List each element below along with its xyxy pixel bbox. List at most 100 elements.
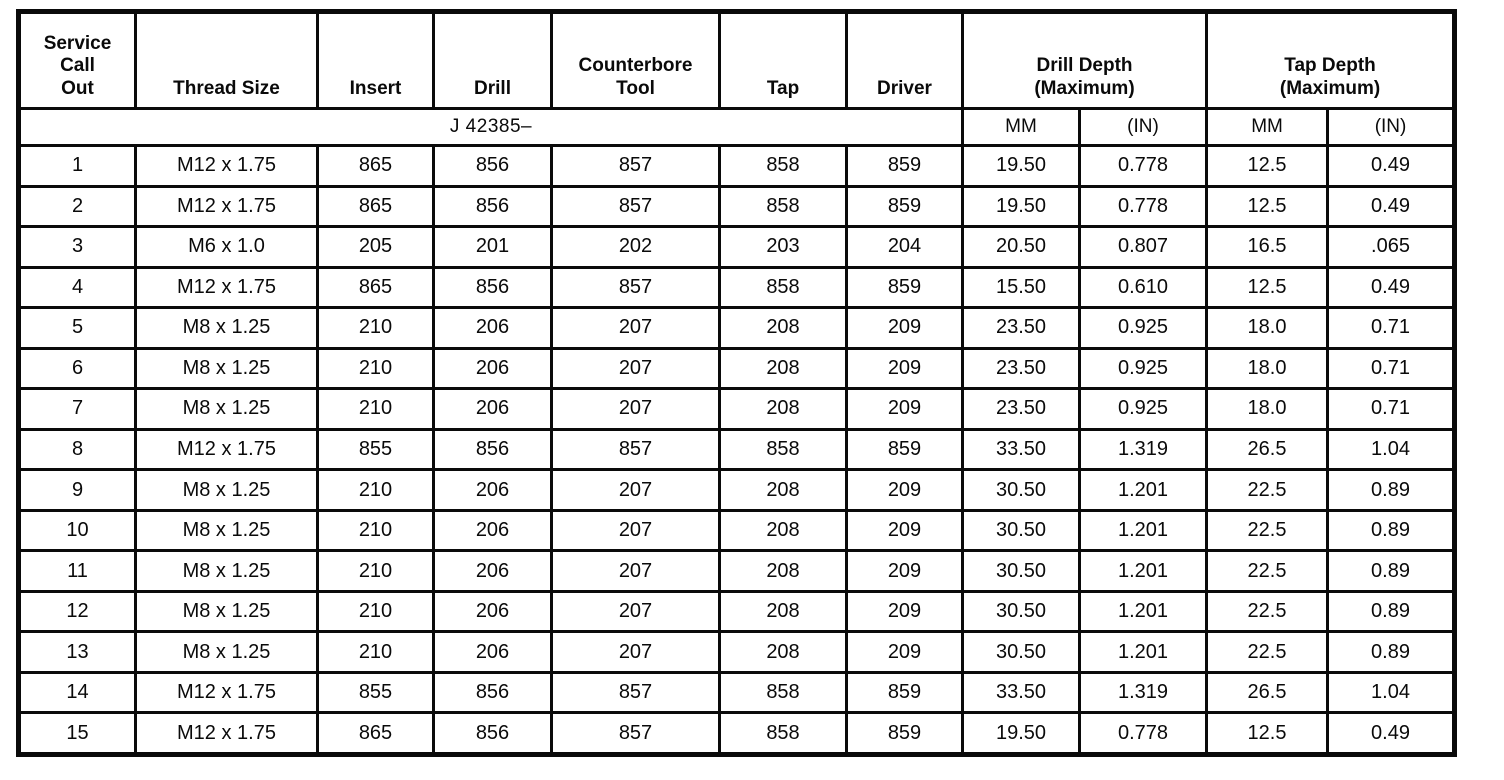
table-cell-r9-c11: 0.89 bbox=[1326, 468, 1457, 512]
subheader-drill-depth-mm: MM bbox=[961, 107, 1081, 147]
table-cell-r7-c3: 210 bbox=[316, 387, 435, 431]
col-header-drill: Drill bbox=[432, 10, 553, 110]
table-cell-r10-c3: 210 bbox=[316, 508, 435, 553]
table-cell-r15-c6: 858 bbox=[718, 711, 848, 756]
thread-insert-tool-table: Service Call Out Thread Size Insert Dril… bbox=[16, 9, 1458, 757]
table-cell-r5-c7: 209 bbox=[845, 306, 964, 350]
table-cell-r14-c3: 855 bbox=[316, 670, 435, 715]
table-cell-r13-c6: 208 bbox=[718, 630, 848, 674]
table-cell-r7-c10: 18.0 bbox=[1205, 387, 1330, 431]
table-cell-r14-c7: 859 bbox=[845, 670, 964, 715]
table-cell-r9-c7: 209 bbox=[845, 468, 964, 512]
table-cell-r8-c8: 33.50 bbox=[961, 427, 1081, 472]
table-row: 3 M6 x 1.0 205 201 202 203 204 20.50 0.807 16.5.0… bbox=[17, 225, 1457, 269]
table-cell-r6-c10: 18.0 bbox=[1205, 346, 1330, 391]
table-cell-r14-c2: M12 x 1.75 bbox=[134, 670, 319, 715]
table-row: 2 M12 x 1.75 865 856 857 858 859 19.50 0.778 12.5… bbox=[17, 184, 1457, 229]
table-cell-r11-c7: 209 bbox=[845, 549, 964, 593]
table-cell-r1-c5: 857 bbox=[550, 144, 721, 188]
table-row: 10 M8 x 1.25 210 206 207 208 209 30.50 1.201 22.5… bbox=[17, 508, 1457, 553]
table-row: 12 M8 x 1.25 210 206 207 208 209 30.50 1.201 22.5… bbox=[17, 589, 1457, 634]
table-cell-r15-c11: 0.49 bbox=[1326, 711, 1457, 756]
table-cell-r4-c7: 859 bbox=[845, 265, 964, 310]
table-cell-r15-c8: 19.50 bbox=[961, 711, 1081, 756]
col-header-thread-size: Thread Size bbox=[134, 10, 319, 110]
table-cell-r14-c1: 14 bbox=[17, 670, 137, 715]
table-cell-r14-c6: 858 bbox=[718, 670, 848, 715]
table-cell-r11-c2: M8 x 1.25 bbox=[134, 549, 319, 593]
table-cell-r10-c6: 208 bbox=[718, 508, 848, 553]
table-cell-r14-c9: 1.319 bbox=[1077, 670, 1209, 715]
table-cell-r13-c11: 0.89 bbox=[1326, 630, 1457, 674]
table-cell-r7-c7: 209 bbox=[845, 387, 964, 431]
table-cell-r12-c7: 209 bbox=[845, 589, 964, 634]
table-cell-r13-c1: 13 bbox=[17, 630, 137, 674]
table-cell-r12-c10: 22.5 bbox=[1205, 589, 1330, 634]
table-cell-r5-c4: 206 bbox=[432, 306, 553, 350]
table-cell-r2-c6: 858 bbox=[718, 184, 848, 229]
table-cell-r13-c5: 207 bbox=[550, 630, 721, 674]
table-cell-r9-c5: 207 bbox=[550, 468, 721, 512]
table-cell-r14-c10: 26.5 bbox=[1205, 670, 1330, 715]
table-cell-r11-c1: 11 bbox=[17, 549, 137, 593]
table-cell-r1-c6: 858 bbox=[718, 144, 848, 188]
table-cell-r12-c1: 12 bbox=[17, 589, 137, 634]
table-cell-r4-c1: 4 bbox=[17, 265, 137, 310]
table-cell-r8-c9: 1.319 bbox=[1077, 427, 1209, 472]
table-cell-r12-c4: 206 bbox=[432, 589, 553, 634]
table-cell-r8-c11: 1.04 bbox=[1326, 427, 1457, 472]
table-cell-r2-c9: 0.778 bbox=[1077, 184, 1209, 229]
table-cell-r15-c10: 12.5 bbox=[1205, 711, 1330, 756]
col-header-tap-depth-maximum: Tap Depth (Maximum) bbox=[1205, 10, 1457, 110]
table-cell-r11-c8: 30.50 bbox=[961, 549, 1081, 593]
table-cell-r5-c3: 210 bbox=[316, 306, 435, 350]
table-cell-r6-c2: M8 x 1.25 bbox=[134, 346, 319, 391]
table-row: 6 M8 x 1.25 210 206 207 208 209 23.50 0.925 18.0 0… bbox=[17, 346, 1457, 391]
table-cell-r1-c1: 1 bbox=[17, 144, 137, 188]
table-row: 15 M12 x 1.75 865 856 857 858 859 19.50 0.778 12.… bbox=[17, 711, 1457, 756]
table-body: 1 M12 x 1.75 865 856 857 858 859 19.50 0.778 12.5… bbox=[17, 144, 1457, 756]
table-cell-r11-c3: 210 bbox=[316, 549, 435, 593]
table-cell-r8-c4: 856 bbox=[432, 427, 553, 472]
table-cell-r1-c4: 856 bbox=[432, 144, 553, 188]
table-cell-r9-c8: 30.50 bbox=[961, 468, 1081, 512]
table-cell-r3-c11: .065 bbox=[1326, 225, 1457, 269]
table-cell-r13-c9: 1.201 bbox=[1077, 630, 1209, 674]
table-cell-r10-c4: 206 bbox=[432, 508, 553, 553]
table-cell-r5-c2: M8 x 1.25 bbox=[134, 306, 319, 350]
table-cell-r5-c6: 208 bbox=[718, 306, 848, 350]
table-cell-r5-c5: 207 bbox=[550, 306, 721, 350]
table-cell-r7-c8: 23.50 bbox=[961, 387, 1081, 431]
table-cell-r15-c3: 865 bbox=[316, 711, 435, 756]
table-cell-r1-c2: M12 x 1.75 bbox=[134, 144, 319, 188]
table-cell-r2-c2: M12 x 1.75 bbox=[134, 184, 319, 229]
table-cell-r12-c9: 1.201 bbox=[1077, 589, 1209, 634]
table-cell-r11-c11: 0.89 bbox=[1326, 549, 1457, 593]
table-cell-r4-c10: 12.5 bbox=[1205, 265, 1330, 310]
table-cell-r1-c10: 12.5 bbox=[1205, 144, 1330, 188]
table-cell-r6-c3: 210 bbox=[316, 346, 435, 391]
table-row: 9 M8 x 1.25 210 206 207 208 209 30.50 1.201 22.5 0… bbox=[17, 468, 1457, 512]
table-cell-r2-c4: 856 bbox=[432, 184, 553, 229]
table-cell-r4-c5: 857 bbox=[550, 265, 721, 310]
col-header-drill-depth-maximum: Drill Depth (Maximum) bbox=[960, 10, 1209, 110]
table-cell-r11-c6: 208 bbox=[718, 549, 848, 593]
table-cell-r12-c3: 210 bbox=[316, 589, 435, 634]
table-cell-r3-c4: 201 bbox=[432, 225, 553, 269]
table-cell-r8-c10: 26.5 bbox=[1205, 427, 1330, 472]
table-row: 13 M8 x 1.25 210 206 207 208 209 30.50 1.201 22.5… bbox=[17, 630, 1457, 674]
table-cell-r7-c1: 7 bbox=[17, 387, 137, 431]
table-cell-r11-c9: 1.201 bbox=[1077, 549, 1209, 593]
table-cell-r7-c11: 0.71 bbox=[1326, 387, 1457, 431]
table-cell-r3-c7: 204 bbox=[845, 225, 964, 269]
table-cell-r6-c1: 6 bbox=[17, 346, 137, 391]
table-cell-r6-c9: 0.925 bbox=[1077, 346, 1209, 391]
table-cell-r3-c9: 0.807 bbox=[1077, 225, 1209, 269]
table-cell-r7-c4: 206 bbox=[432, 387, 553, 431]
table-cell-r15-c5: 857 bbox=[550, 711, 721, 756]
table-cell-r8-c6: 858 bbox=[718, 427, 848, 472]
table-row: 11 M8 x 1.25 210 206 207 208 209 30.50 1.201 22.5… bbox=[17, 549, 1457, 593]
table-cell-r14-c4: 856 bbox=[432, 670, 553, 715]
table-cell-r3-c5: 202 bbox=[550, 225, 721, 269]
